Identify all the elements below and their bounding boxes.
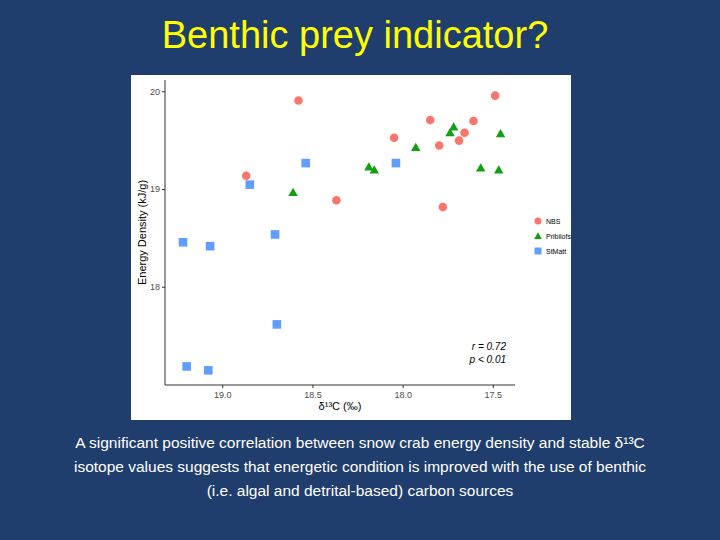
- point: [242, 172, 251, 181]
- title: Benthic prey indicator?: [162, 14, 549, 56]
- point: [206, 242, 215, 251]
- point: [455, 136, 464, 145]
- annotation: r = 0.72: [472, 341, 507, 352]
- background: [0, 0, 720, 540]
- point: [390, 133, 399, 142]
- annotation: p < 0.01: [469, 354, 506, 365]
- point: [496, 129, 505, 137]
- point: [435, 141, 444, 150]
- point: [294, 96, 303, 105]
- y-tick: [162, 91, 165, 92]
- legend-label: Pribilofs: [546, 233, 571, 240]
- x-axis-label: δ¹³C (‰): [319, 400, 362, 412]
- point: [245, 180, 254, 189]
- caption-line: A significant positive correlation betwe…: [75, 434, 645, 451]
- x-tick: [222, 385, 223, 388]
- point: [476, 163, 485, 171]
- plot-points: [179, 91, 506, 374]
- caption-line: isotope values suggests that energetic c…: [74, 458, 646, 475]
- point: [182, 362, 191, 371]
- point: [288, 188, 297, 196]
- point: [426, 116, 435, 125]
- y-tick: [162, 189, 165, 190]
- legend-label: StMatt: [546, 248, 566, 255]
- legend-marker: [534, 232, 542, 239]
- y-tick-label: 19: [150, 184, 160, 194]
- x-tick: [403, 385, 404, 388]
- x-tick-label: 18.0: [394, 390, 412, 400]
- legend-marker: [535, 218, 542, 225]
- y-tick-label: 18: [150, 282, 160, 292]
- x-tick-label: 17.5: [485, 390, 503, 400]
- point: [494, 165, 503, 173]
- y-axis-label: Energy Density (kJ/g): [136, 180, 148, 285]
- point: [449, 122, 458, 130]
- point: [301, 159, 310, 168]
- y-tick-label: 20: [150, 87, 160, 97]
- chart-area: [131, 75, 571, 420]
- point: [411, 143, 420, 151]
- x-tick-label: 18.5: [304, 390, 322, 400]
- x-tick: [312, 385, 313, 388]
- point: [179, 238, 188, 247]
- point: [439, 203, 448, 212]
- point: [491, 91, 500, 100]
- point: [273, 320, 282, 329]
- y-axis-line: [165, 80, 166, 385]
- point: [469, 117, 478, 126]
- caption-line: (i.e. algal and detrital-based) carbon s…: [207, 482, 514, 499]
- point: [370, 165, 379, 173]
- point: [204, 366, 213, 375]
- y-tick: [162, 287, 165, 288]
- legend-marker: [535, 248, 542, 255]
- x-tick: [493, 385, 494, 388]
- legend-label: NBS: [546, 218, 561, 225]
- point: [392, 159, 401, 168]
- x-axis-line: [165, 385, 515, 386]
- point: [460, 128, 469, 137]
- x-tick-label: 19.0: [214, 390, 232, 400]
- point: [271, 230, 280, 239]
- slide: Benthic prey indicator? 18 19 20 19.0 18.5 18.…: [0, 0, 720, 540]
- point: [332, 196, 341, 205]
